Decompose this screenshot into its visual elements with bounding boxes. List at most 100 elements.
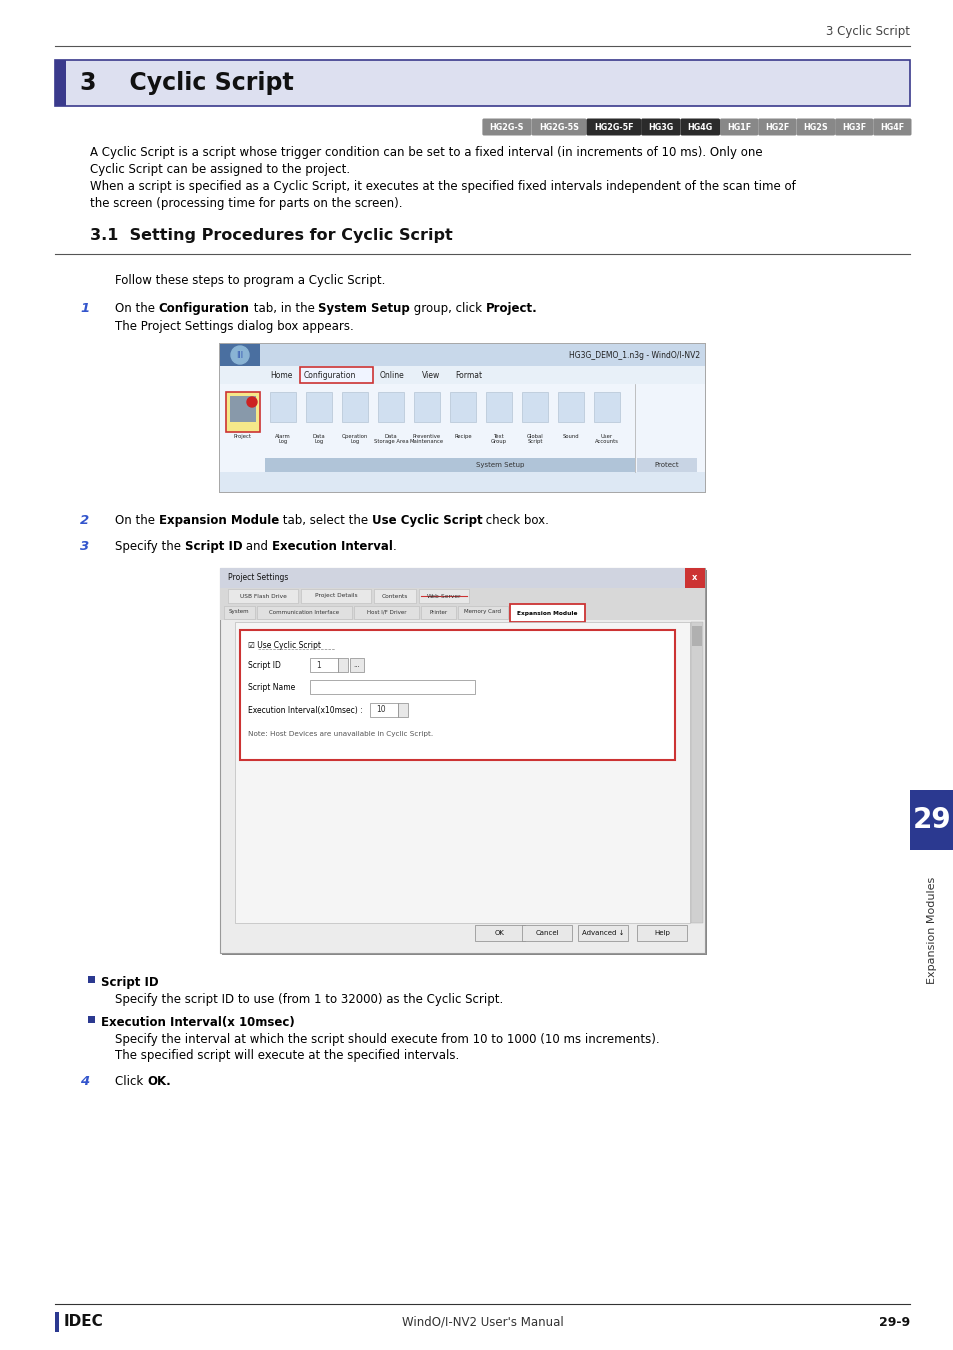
Bar [509,603,584,622]
Text: Use Cyclic Script: Use Cyclic Script [372,514,482,526]
Bar [220,344,704,491]
Text: On the: On the [115,302,158,315]
Text: Host I/F Driver: Host I/F Driver [367,609,406,614]
Bar [637,458,697,472]
Text: Project Details: Project Details [314,594,357,598]
Bar [270,392,295,423]
Bar [354,606,418,620]
Text: 2: 2 [80,514,90,526]
Text: 3: 3 [80,540,90,553]
Bar [220,603,704,620]
Bar [226,392,260,432]
Bar [310,680,475,694]
Bar [418,589,469,603]
Bar [88,1017,95,1023]
Text: Memory Card: Memory Card [464,609,500,614]
Bar [485,392,512,423]
Text: System Setup: System Setup [476,462,523,468]
Text: Data
Storage Area: Data Storage Area [374,433,408,444]
Text: .: . [393,540,396,553]
Text: Script ID: Script ID [248,662,280,671]
Text: check box.: check box. [482,514,549,526]
Text: Online: Online [379,370,404,379]
Text: Project Settings: Project Settings [228,574,288,582]
Bar [301,589,371,603]
Text: 29: 29 [912,806,950,834]
Bar [55,59,909,107]
Text: Configuration: Configuration [158,302,250,315]
Bar [220,589,704,603]
Text: and: and [242,540,272,553]
Text: System Setup: System Setup [318,302,410,315]
Text: 29-9: 29-9 [878,1315,909,1328]
Bar [265,458,635,472]
Text: Expansion Module: Expansion Module [517,610,577,616]
Bar [457,606,507,620]
Bar [228,589,297,603]
Text: OK.: OK. [147,1075,171,1088]
Text: Global
Script: Global Script [526,433,543,444]
Bar [222,570,706,954]
Text: Specify the: Specify the [115,540,185,553]
FancyBboxPatch shape [531,119,586,135]
Bar [370,703,397,717]
Text: ☑ Use Cyclic Script: ☑ Use Cyclic Script [248,641,320,651]
Text: Web-Server: Web-Server [426,594,460,598]
Text: Help: Help [654,930,669,936]
Bar [306,392,332,423]
FancyBboxPatch shape [720,119,758,135]
Text: HG2G-S: HG2G-S [489,123,523,131]
Text: HG3G_DEMO_1.n3g - WindO/I-NV2: HG3G_DEMO_1.n3g - WindO/I-NV2 [568,351,700,359]
Text: 3.1  Setting Procedures for Cyclic Script: 3.1 Setting Procedures for Cyclic Script [90,228,453,243]
Bar [300,367,373,383]
Bar [230,396,255,423]
FancyBboxPatch shape [758,119,796,135]
Bar [220,366,704,383]
Text: Recipe: Recipe [454,433,472,439]
Text: HG4G: HG4G [687,123,712,131]
Text: The specified script will execute at the specified intervals.: The specified script will execute at the… [115,1049,458,1062]
Text: OK: OK [495,930,504,936]
Bar [909,790,953,850]
Text: Protect: Protect [654,462,679,468]
Bar [521,392,547,423]
Text: Text
Group: Text Group [491,433,506,444]
Text: Cancel: Cancel [535,930,558,936]
Bar [220,568,704,589]
Bar [256,606,352,620]
Bar [637,925,686,941]
Text: Alarm
Log: Alarm Log [274,433,291,444]
Text: Specify the interval at which the script should execute from 10 to 1000 (10 ms i: Specify the interval at which the script… [115,1033,659,1046]
Text: Project: Project [233,433,252,439]
Bar [594,392,619,423]
Text: ...: ... [354,662,360,668]
Text: Format: Format [456,370,482,379]
Text: HG3G: HG3G [647,123,673,131]
Text: HG2F: HG2F [764,123,789,131]
FancyBboxPatch shape [834,119,872,135]
Bar [220,344,704,366]
Text: User
Accounts: User Accounts [595,433,618,444]
Bar [310,657,337,672]
Text: Configuration: Configuration [303,370,355,379]
Text: Script Name: Script Name [248,683,294,693]
Circle shape [231,346,249,365]
Text: group, click: group, click [410,302,485,315]
Text: Execution Interval: Execution Interval [272,540,393,553]
Text: Data
Log: Data Log [313,433,325,444]
Bar [350,657,364,672]
Text: HG1F: HG1F [726,123,750,131]
Bar [240,630,675,760]
Text: Expansion Module: Expansion Module [158,514,278,526]
Text: Specify the script ID to use (from 1 to 32000) as the Cyclic Script.: Specify the script ID to use (from 1 to … [115,994,503,1006]
Text: Communication Interface: Communication Interface [269,609,339,614]
Bar [374,589,416,603]
Text: Preventive
Maintenance: Preventive Maintenance [410,433,443,444]
Text: tab, select the: tab, select the [278,514,372,526]
Text: On the: On the [115,514,158,526]
Bar [421,606,456,620]
Bar [690,622,702,923]
Text: x: x [692,574,697,582]
Text: |||: ||| [236,351,243,359]
Text: Click: Click [115,1075,147,1088]
